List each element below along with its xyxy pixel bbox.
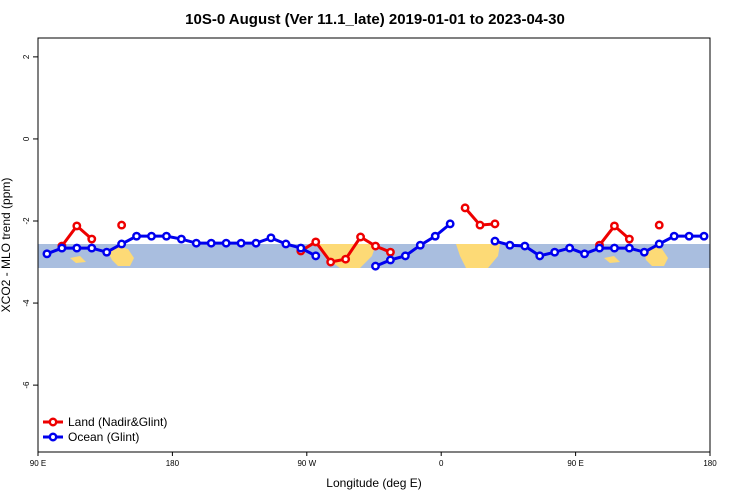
x-tick-label: 90 E (567, 459, 583, 468)
point (535, 251, 545, 261)
point (460, 203, 470, 213)
x-tick-label: 180 (166, 459, 180, 468)
point (42, 249, 52, 259)
x-axis-label: Longitude (deg E) (326, 476, 421, 490)
point (132, 231, 142, 241)
point (624, 243, 634, 253)
point (699, 231, 709, 241)
point (654, 220, 664, 230)
y-tick-label: -6 (22, 381, 31, 389)
point (445, 219, 455, 229)
point (415, 240, 425, 250)
point (385, 247, 395, 257)
chart-title: 10S-0 August (Ver 11.1_late) 2019-01-01 … (185, 11, 565, 28)
point (609, 243, 619, 253)
point (72, 221, 82, 231)
point (684, 231, 694, 241)
point (311, 237, 321, 247)
point (236, 238, 246, 248)
point (550, 247, 560, 257)
y-tick-label: -4 (22, 299, 31, 307)
point (595, 243, 604, 253)
plot-frame (37, 37, 711, 453)
point (490, 236, 500, 246)
point (490, 219, 500, 229)
legend-marker (48, 432, 58, 442)
point (580, 249, 590, 259)
point (400, 251, 410, 261)
point (281, 239, 291, 249)
point (565, 243, 575, 253)
point (430, 231, 440, 241)
point (371, 241, 380, 251)
x-tick-label: 90 W (297, 459, 316, 468)
point (311, 251, 321, 261)
point (87, 234, 97, 244)
x-tick-label: 180 (703, 459, 717, 468)
point (266, 233, 276, 243)
point (385, 255, 395, 265)
x-tick-label: 90 E (30, 459, 46, 468)
point (117, 220, 127, 230)
point (206, 238, 216, 248)
point (609, 221, 619, 231)
point (161, 231, 171, 241)
point (624, 234, 634, 244)
point (505, 240, 515, 250)
y-tick-label: -2 (22, 217, 31, 225)
y-tick-label: 2 (22, 54, 31, 59)
point (176, 234, 186, 244)
legend-marker (48, 417, 58, 427)
point (147, 231, 156, 241)
point (475, 220, 485, 230)
point (520, 241, 530, 251)
point (251, 238, 261, 248)
point (371, 261, 380, 271)
x-tick-label: 0 (439, 459, 444, 468)
point (296, 243, 306, 253)
point (639, 247, 649, 257)
point (102, 247, 112, 257)
point (654, 239, 664, 249)
legend-label: Land (Nadir&Glint) (68, 415, 167, 429)
y-tick-label: 0 (22, 136, 31, 141)
point (221, 238, 231, 248)
point (72, 243, 82, 253)
point (191, 238, 201, 248)
point (356, 232, 366, 242)
point (57, 243, 67, 253)
point (326, 257, 336, 267)
point (117, 239, 127, 249)
point (341, 254, 351, 264)
point (669, 231, 679, 241)
legend-label: Ocean (Glint) (68, 430, 139, 444)
y-axis-label: XCO2 - MLO trend (ppm) (0, 178, 13, 313)
point (87, 243, 97, 253)
